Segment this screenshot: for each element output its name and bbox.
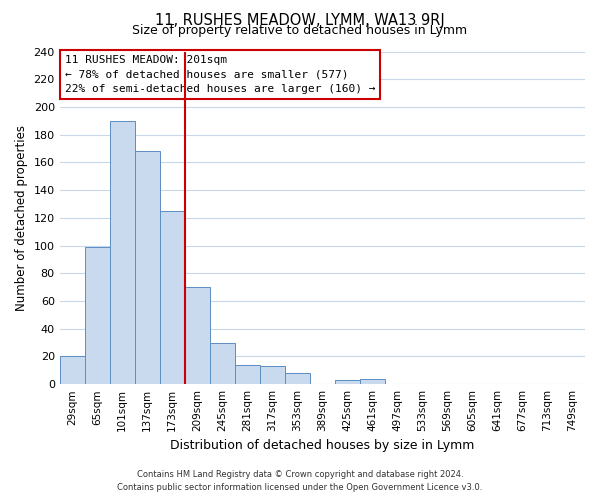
Bar (210, 342, 235, 384)
Bar (185, 287, 210, 384)
Text: 11 RUSHES MEADOW: 201sqm
← 78% of detached houses are smaller (577)
22% of semi-: 11 RUSHES MEADOW: 201sqm ← 78% of detach… (65, 55, 376, 94)
Text: Contains HM Land Registry data © Crown copyright and database right 2024.
Contai: Contains HM Land Registry data © Crown c… (118, 470, 482, 492)
Bar (160, 211, 185, 384)
Text: 11, RUSHES MEADOW, LYMM, WA13 9RJ: 11, RUSHES MEADOW, LYMM, WA13 9RJ (155, 12, 445, 28)
Bar (260, 366, 285, 384)
Bar (85, 247, 110, 384)
Y-axis label: Number of detached properties: Number of detached properties (15, 125, 28, 311)
Text: Size of property relative to detached houses in Lymm: Size of property relative to detached ho… (133, 24, 467, 37)
X-axis label: Distribution of detached houses by size in Lymm: Distribution of detached houses by size … (170, 440, 475, 452)
Bar (335, 380, 360, 384)
Bar (59, 356, 85, 384)
Bar (285, 373, 310, 384)
Bar (235, 365, 260, 384)
Bar (360, 378, 385, 384)
Bar (110, 121, 135, 384)
Bar (135, 152, 160, 384)
